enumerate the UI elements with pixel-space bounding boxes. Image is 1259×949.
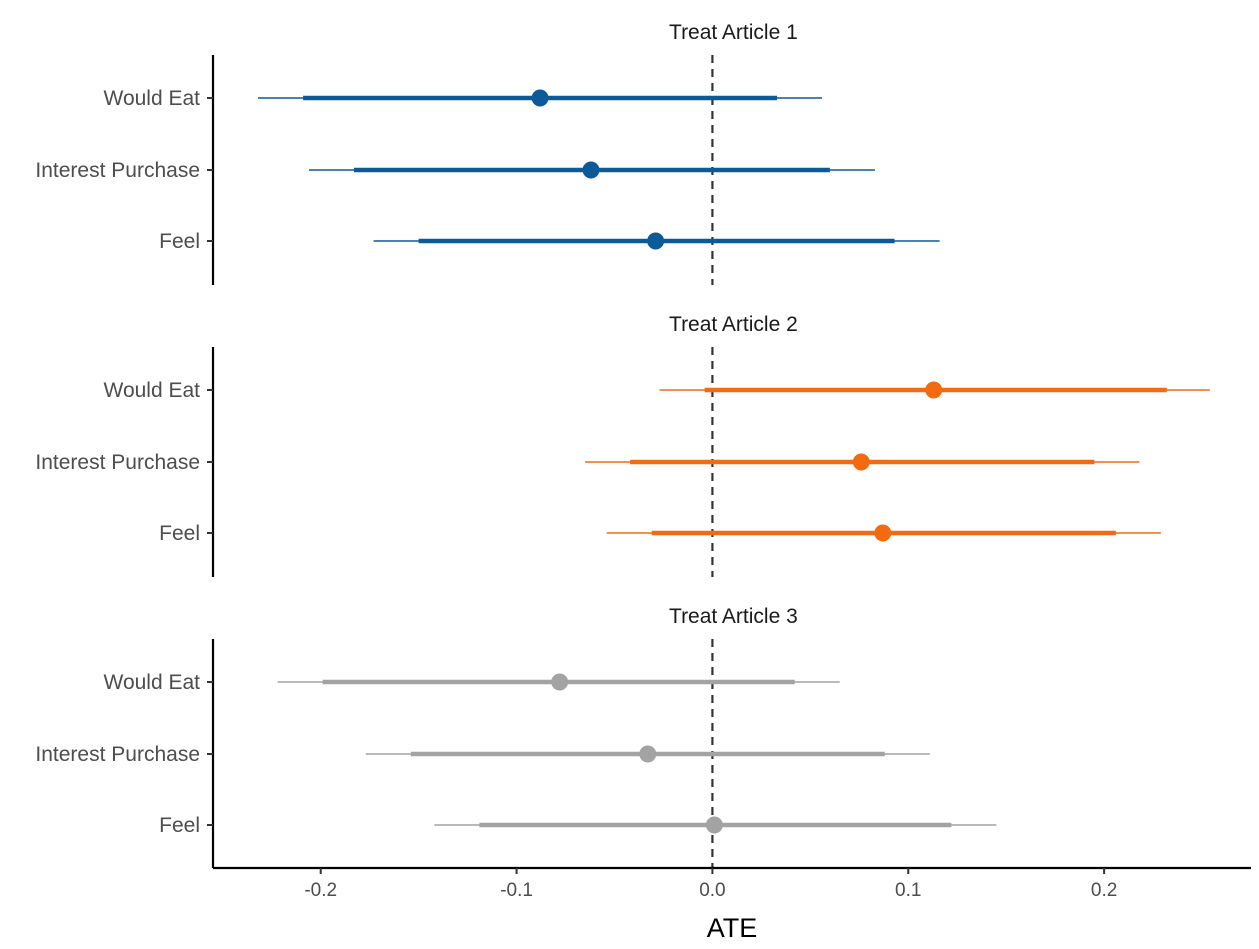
category-label: Would Eat: [104, 379, 201, 402]
x-axis-title: ATE: [707, 913, 758, 943]
x-tick-label: -0.2: [304, 880, 337, 901]
facet-title: Treat Article 2: [669, 313, 798, 336]
marks-layer: [258, 89, 1210, 834]
estimate-point: [874, 524, 892, 542]
estimate-point: [582, 161, 600, 179]
facet-title: Treat Article 3: [669, 605, 798, 628]
estimate-point: [639, 745, 657, 763]
category-label: Interest Purchase: [35, 743, 200, 766]
x-tick-label: -0.1: [500, 880, 533, 901]
estimate-point: [925, 381, 943, 399]
category-label: Feel: [159, 522, 200, 545]
category-label: Would Eat: [104, 671, 201, 694]
category-label: Interest Purchase: [35, 159, 200, 182]
axes-layer: [207, 55, 1251, 874]
x-tick-label: 0.0: [699, 880, 725, 901]
x-tick-label: 0.1: [895, 880, 921, 901]
estimate-point: [705, 816, 723, 834]
x-tick-label: 0.2: [1091, 880, 1117, 901]
estimate-point: [852, 453, 870, 471]
labels-layer: Treat Article 1 Would Eat Interest Purchas…: [35, 21, 1117, 943]
category-label: Feel: [159, 814, 200, 837]
estimate-point: [551, 673, 569, 691]
category-label: Feel: [159, 230, 200, 253]
category-label: Interest Purchase: [35, 451, 200, 474]
estimate-point: [647, 232, 665, 250]
category-label: Would Eat: [104, 87, 201, 110]
facet-title: Treat Article 1: [669, 21, 798, 44]
estimate-point: [531, 89, 549, 107]
